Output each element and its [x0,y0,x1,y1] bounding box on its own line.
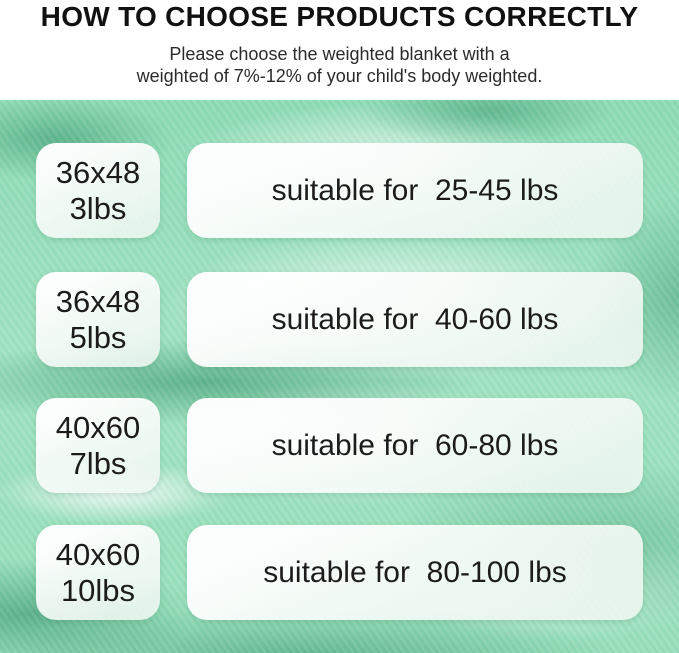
size-row: 40x60 7lbs suitable for 60-80 lbs [0,398,679,493]
subtitle-line-2: weighted of 7%-12% of your child's body … [136,65,543,86]
suitability-label: suitable for 80-100 lbs [263,555,567,589]
weight-label: 5lbs [69,319,127,355]
size-weight-card: 36x48 5lbs [36,272,160,367]
suitability-card: suitable for 25-45 lbs [187,143,643,238]
size-weight-card: 40x60 7lbs [36,398,160,493]
subtitle-line-1: Please choose the weighted blanket with … [169,43,510,64]
weight-label: 3lbs [69,190,127,226]
header: HOW TO CHOOSE PRODUCTS CORRECTLY Please … [0,0,679,100]
size-weight-card: 36x48 3lbs [36,143,160,238]
suitability-label: suitable for 40-60 lbs [271,302,559,336]
size-label: 40x60 [55,409,141,445]
page-title: HOW TO CHOOSE PRODUCTS CORRECTLY [40,1,639,32]
size-row: 40x60 10lbs suitable for 80-100 lbs [0,525,679,620]
fabric-photo-background: 36x48 3lbs suitable for 25-45 lbs 36x48 … [0,100,679,653]
suitability-card: suitable for 80-100 lbs [187,525,643,620]
suitability-card: suitable for 40-60 lbs [187,272,643,367]
weight-label: 7lbs [69,445,127,481]
size-row: 36x48 5lbs suitable for 40-60 lbs [0,272,679,367]
size-label: 40x60 [55,536,141,572]
size-label: 36x48 [55,283,141,319]
size-label: 36x48 [55,154,141,190]
suitability-label: suitable for 60-80 lbs [271,428,559,462]
size-row: 36x48 3lbs suitable for 25-45 lbs [0,143,679,238]
suitability-label: suitable for 25-45 lbs [271,173,559,207]
size-weight-card: 40x60 10lbs [36,525,160,620]
weight-label: 10lbs [60,572,136,608]
suitability-card: suitable for 60-80 lbs [187,398,643,493]
